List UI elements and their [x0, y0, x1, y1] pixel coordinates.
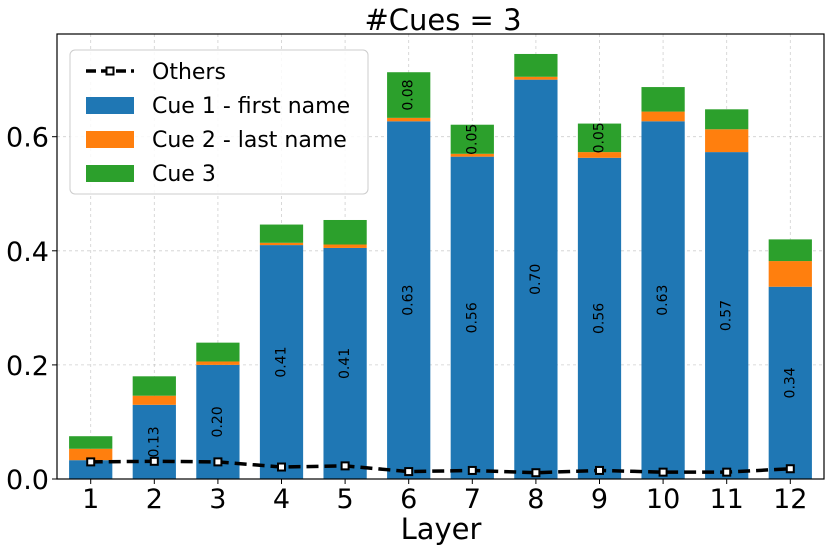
bar-segment-3: [705, 109, 749, 130]
x-tick-label: 7: [464, 484, 481, 515]
x-tick-label: 4: [273, 484, 290, 515]
others-marker: [213, 457, 223, 467]
legend-swatch: [86, 97, 134, 114]
others-marker: [658, 467, 668, 477]
others-marker: [594, 465, 604, 475]
x-tick-label: 1: [82, 484, 99, 515]
bar-segment-3: [577, 123, 622, 153]
bar-segment-1: [323, 247, 367, 479]
bar-segment-3: [259, 224, 304, 243]
bar-segment-2: [768, 261, 812, 287]
y-tick-label: 0.4: [6, 237, 49, 268]
x-tick-label: 6: [400, 484, 417, 515]
bar-segment-2: [450, 153, 494, 157]
x-tick-label: 12: [773, 484, 807, 515]
y-tick-label: 0.2: [6, 351, 49, 382]
bar-segment-2: [387, 117, 431, 122]
chart-title: #Cues = 3: [364, 3, 521, 37]
others-marker: [340, 461, 350, 471]
bar-value-label: 0.41: [274, 346, 290, 377]
bar-segment-2: [705, 129, 749, 153]
bar-value-label: 0.05: [464, 124, 480, 155]
bar-value-label: 0.63: [655, 285, 671, 316]
y-ticks: 0.0 0.2 0.4 0.6: [6, 123, 57, 496]
legend-label: Cue 3: [152, 162, 216, 187]
others-marker: [785, 464, 795, 474]
x-tick-label: 3: [209, 484, 226, 515]
bar-segment-2: [641, 111, 685, 122]
bar-segment-3: [69, 436, 113, 449]
bar-value-label: 0.34: [782, 367, 798, 398]
legend-swatch: [86, 165, 134, 182]
others-marker: [86, 457, 96, 467]
bar-value-label: 0.63: [401, 285, 417, 316]
bar-segment-3: [450, 124, 494, 154]
x-axis-label: Layer: [401, 512, 482, 546]
others-marker: [722, 467, 732, 477]
bars: [69, 53, 812, 480]
bar-segment-2: [514, 76, 558, 80]
bar-labels: 0.13 0.20 0.41 0.41 0.63 0.08 0.56 0.05 0.70 0.56…: [146, 79, 798, 457]
legend-marker-others: [105, 66, 115, 76]
bar-value-label: 0.41: [337, 348, 353, 379]
x-tick-label: 10: [646, 484, 680, 515]
bar-segment-1: [387, 121, 431, 480]
others-marker: [531, 468, 541, 478]
bar-segment-2: [132, 395, 176, 405]
y-tick-label: 0.6: [6, 123, 49, 154]
others-line: [86, 456, 795, 478]
bar-segment-2: [577, 152, 622, 158]
x-ticks: 1 2 3 4 5 6 7 8 9 10 11 12: [82, 479, 807, 515]
bar-segment-1: [705, 152, 749, 479]
bar-segment-1: [450, 156, 494, 479]
bar-segment-2: [196, 361, 240, 365]
bar-value-label: 0.20: [210, 406, 226, 437]
legend: Others Cue 1 - first name Cue 2 - last nam…: [69, 49, 369, 195]
others-marker: [467, 465, 477, 475]
bar-value-label: 0.05: [591, 122, 607, 153]
bar-segment-1: [641, 121, 685, 480]
bar-segment-1: [69, 460, 113, 479]
bar-segment-3: [387, 72, 431, 118]
bar-segment-2: [259, 242, 304, 246]
x-tick-label: 2: [146, 484, 163, 515]
bar-value-label: 0.57: [719, 300, 735, 331]
x-tick-label: 5: [337, 484, 354, 515]
bar-segment-3: [641, 87, 685, 112]
others-marker: [277, 462, 287, 472]
plot-frame: [56, 33, 825, 480]
bar-value-label: 0.08: [401, 79, 417, 110]
bar-segment-1: [577, 157, 622, 480]
legend-box: [69, 49, 369, 195]
legend-swatch: [86, 131, 134, 148]
bar-segment-2: [323, 244, 367, 248]
others-line-path: [90, 459, 791, 475]
others-marker: [149, 456, 159, 466]
bar-value-label: 0.56: [464, 302, 480, 333]
bar-value-label: 0.13: [146, 426, 162, 457]
bar-segment-1: [259, 245, 304, 479]
x-tick-label: 11: [710, 484, 744, 515]
bar-segment-1: [514, 79, 558, 480]
y-tick-label: 0.0: [6, 465, 49, 496]
legend-label: Others: [152, 60, 226, 85]
bar-segment-3: [132, 376, 176, 396]
legend-label: Cue 2 - last name: [152, 128, 347, 153]
bar-segment-1: [132, 404, 176, 479]
bar-segment-3: [514, 53, 558, 77]
bar-value-label: 0.70: [528, 264, 544, 295]
legend-label: Cue 1 - first name: [152, 94, 350, 119]
x-tick-label: 9: [591, 484, 608, 515]
others-marker: [404, 467, 414, 477]
bar-value-label: 0.56: [591, 303, 607, 334]
bar-segment-3: [323, 219, 367, 245]
bar-segment-2: [69, 448, 113, 461]
bar-segment-3: [768, 239, 812, 262]
x-tick-label: 8: [527, 484, 544, 515]
bar-segment-1: [768, 286, 812, 479]
bar-segment-3: [196, 342, 240, 362]
